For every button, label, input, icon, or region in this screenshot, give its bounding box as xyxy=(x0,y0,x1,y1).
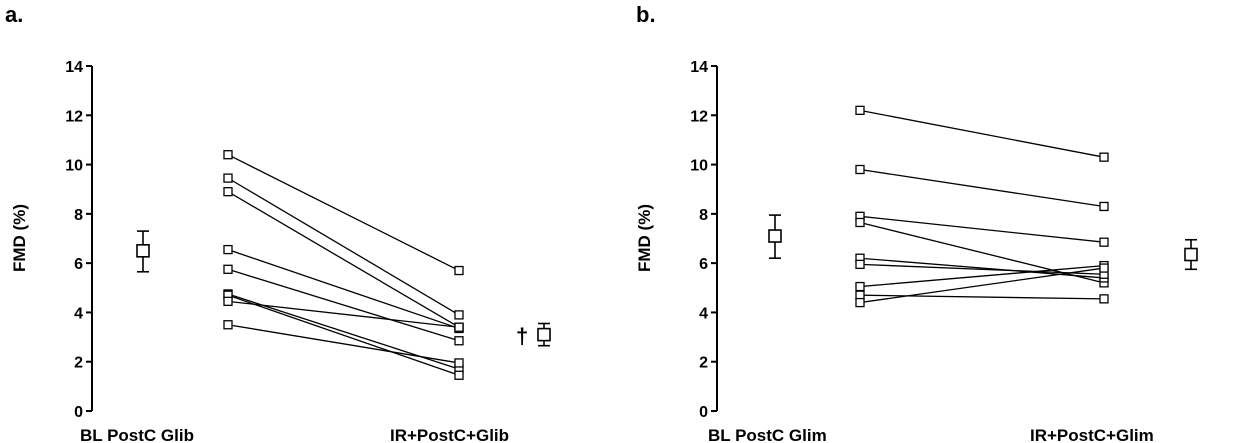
subject-line-b xyxy=(860,170,1104,207)
subject-line-b xyxy=(860,258,1104,278)
subject-line-a xyxy=(228,178,459,315)
baseline-point-a xyxy=(224,297,232,305)
y-axis-title-b: FMD (%) xyxy=(635,204,654,272)
baseline-point-a xyxy=(224,246,232,254)
followup-point-a xyxy=(455,267,463,275)
followup-point-a xyxy=(455,311,463,319)
baseline-summary-a xyxy=(137,231,149,272)
y-tick-label-b: 14 xyxy=(690,59,708,76)
y-tick-label-a: 8 xyxy=(74,207,83,224)
subject-line-b xyxy=(860,110,1104,157)
y-tick-label-a: 14 xyxy=(65,59,83,76)
significance-dagger-a: † xyxy=(516,324,528,349)
baseline-point-a xyxy=(224,321,232,329)
subject-line-b xyxy=(860,216,1104,242)
baseline-point-b xyxy=(856,299,864,307)
subject-line-a xyxy=(228,250,459,329)
followup-summary-a xyxy=(538,324,550,346)
baseline-summary-b xyxy=(769,215,781,258)
baseline-summary-b-mean-marker xyxy=(769,230,781,242)
baseline-point-b xyxy=(856,260,864,268)
baseline-point-b xyxy=(856,218,864,226)
y-tick-label-a: 4 xyxy=(74,305,83,322)
followup-point-a xyxy=(455,359,463,367)
followup-summary-b xyxy=(1185,240,1197,270)
followup-point-b xyxy=(1100,202,1108,210)
panel-label-a: a. xyxy=(5,2,23,27)
y-axis-title-a: FMD (%) xyxy=(10,204,29,272)
followup-point-b xyxy=(1100,264,1108,272)
category-label-followup-b: IR+PostC+Glim xyxy=(1030,426,1154,443)
y-tick-label-a: 10 xyxy=(65,158,83,175)
followup-point-b xyxy=(1100,153,1108,161)
panel-b: b. FMD (%) BL PostC Glim IR+PostC+Glim 0… xyxy=(635,2,1197,443)
baseline-point-a xyxy=(224,151,232,159)
y-tick-label-b: 6 xyxy=(699,256,708,273)
baseline-point-a xyxy=(224,265,232,273)
y-tick-label-b: 10 xyxy=(690,158,708,175)
followup-point-a xyxy=(455,371,463,379)
y-tick-label-b: 0 xyxy=(699,404,708,421)
baseline-point-b xyxy=(856,166,864,174)
baseline-point-a xyxy=(224,188,232,196)
followup-summary-b-mean-marker xyxy=(1185,249,1197,261)
followup-point-a xyxy=(455,323,463,331)
baseline-summary-a-mean-marker xyxy=(137,245,149,257)
y-tick-label-b: 2 xyxy=(699,355,708,372)
followup-point-b xyxy=(1100,238,1108,246)
baseline-point-b xyxy=(856,283,864,291)
followup-point-a xyxy=(455,337,463,345)
followup-point-b xyxy=(1100,295,1108,303)
y-tick-label-b: 4 xyxy=(699,305,708,322)
y-tick-label-a: 0 xyxy=(74,404,83,421)
y-tick-label-a: 12 xyxy=(65,108,83,125)
category-label-followup-a: IR+PostC+Glib xyxy=(390,426,509,443)
category-label-baseline-b: BL PostC Glim xyxy=(708,426,827,443)
baseline-point-a xyxy=(224,174,232,182)
y-tick-label-b: 8 xyxy=(699,207,708,224)
y-tick-label-a: 6 xyxy=(74,256,83,273)
category-label-baseline-a: BL PostC Glib xyxy=(80,426,194,443)
panel-label-b: b. xyxy=(636,2,656,27)
y-tick-label-a: 2 xyxy=(74,355,83,372)
y-tick-label-b: 12 xyxy=(690,108,708,125)
baseline-point-b xyxy=(856,106,864,114)
followup-summary-a-mean-marker xyxy=(538,329,550,341)
panel-a: a. FMD (%) BL PostC Glib IR+PostC+Glib 0… xyxy=(5,2,550,443)
